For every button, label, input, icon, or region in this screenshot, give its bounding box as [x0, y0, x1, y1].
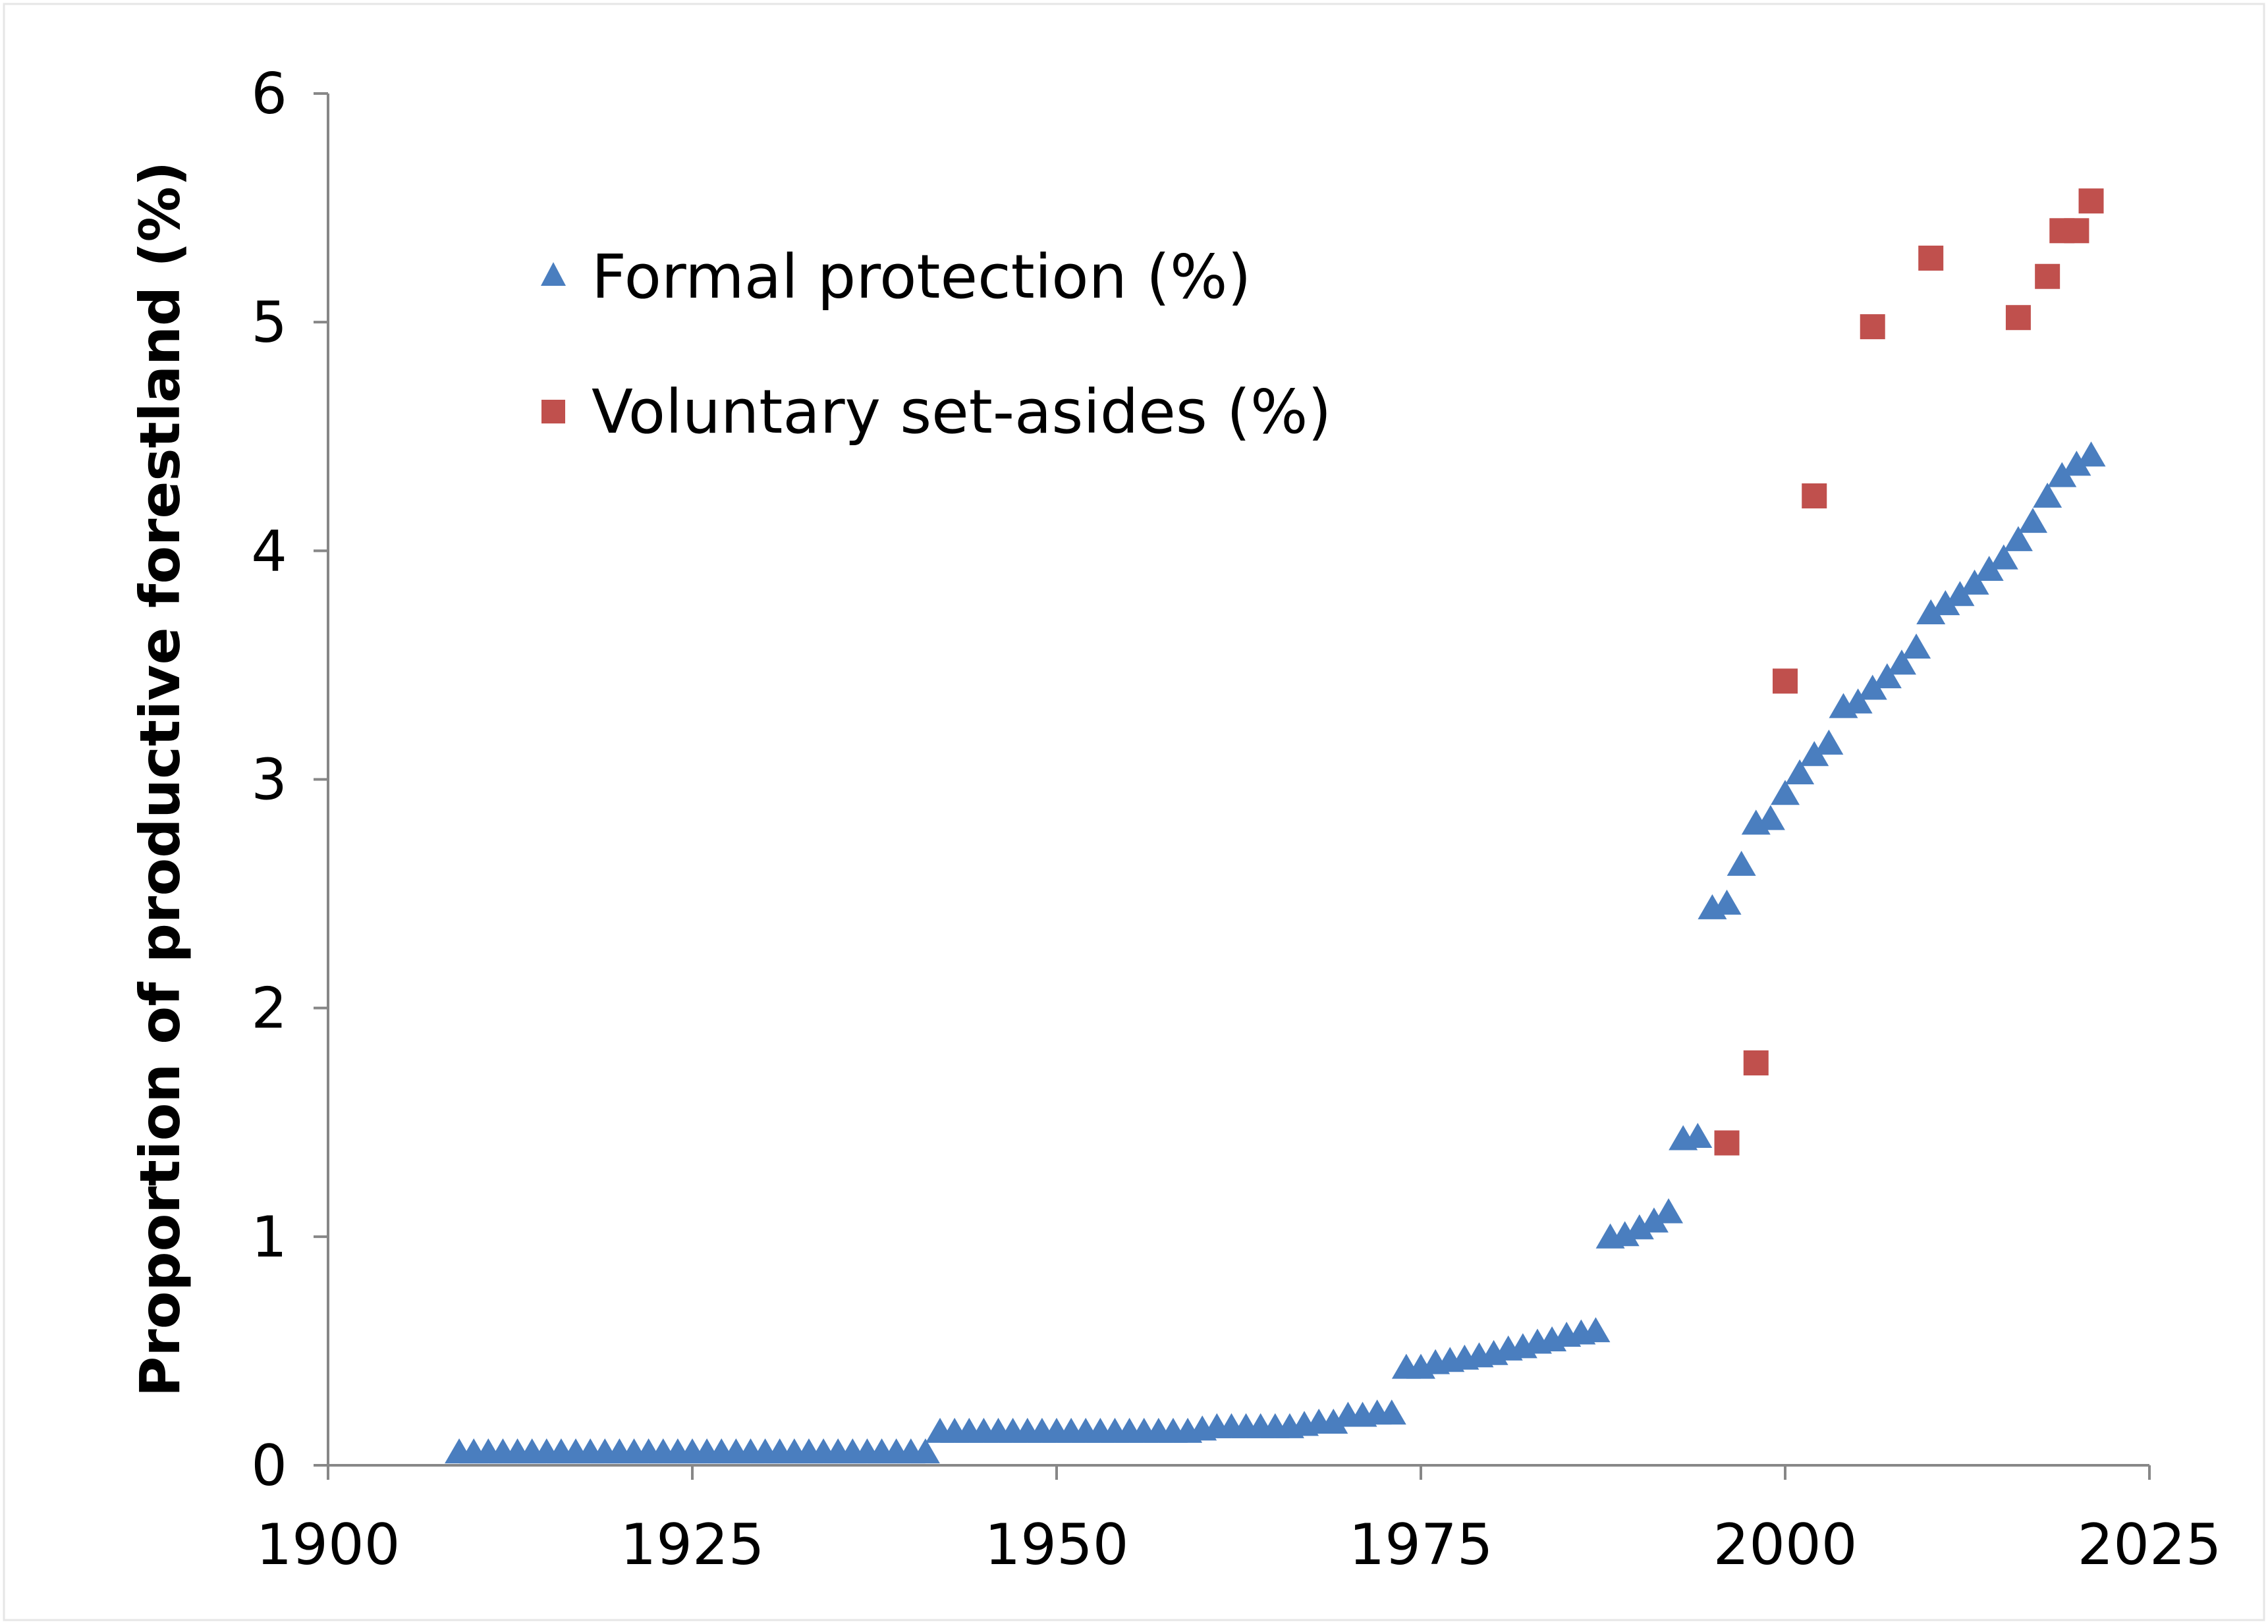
formal-protection-point — [1916, 599, 1946, 624]
y-axis-title: Proportion of productive forestland (%) — [128, 161, 192, 1397]
legend-item-voluntary-set-asides: Voluntary set-asides (%) — [541, 377, 1331, 447]
formal-protection-point — [1654, 1198, 1684, 1224]
legend-square-marker — [541, 400, 565, 423]
formal-protection-point — [2018, 508, 2048, 533]
formal-protection-point — [1727, 850, 1756, 876]
formal-protection-point — [2076, 441, 2106, 467]
formal-protection-point — [1989, 544, 2018, 570]
legend: Formal protection (%) Voluntary set-aside… — [541, 242, 1331, 447]
formal-protection-point — [1974, 556, 2004, 582]
voluntary-set-asides-point — [1918, 245, 1944, 271]
formal-protection-point — [1931, 590, 1960, 616]
y-tick-label: 2 — [251, 976, 287, 1042]
y-tick-label: 3 — [251, 747, 287, 813]
formal-protection-point — [910, 1438, 940, 1464]
voluntary-set-asides-point — [1773, 668, 1798, 694]
y-tick-label: 1 — [251, 1204, 287, 1270]
formal-protection-point — [2062, 450, 2091, 476]
x-tick-label: 2000 — [1713, 1512, 1858, 1578]
axes: 0 1 2 3 4 5 6 1900 1925 1950 1975 2000 2025 Proportio… — [128, 61, 2221, 1578]
formal-protection-point — [1712, 889, 1742, 915]
voluntary-set-asides-point — [1860, 314, 1885, 340]
x-tick-label: 1925 — [621, 1512, 765, 1578]
voluntary-set-asides-point — [2035, 263, 2061, 289]
formal-protection-point — [1581, 1317, 1611, 1343]
formal-protection-point — [1610, 1221, 1640, 1247]
y-tick-label: 4 — [251, 518, 287, 584]
formal-protection-point — [1902, 634, 1931, 659]
legend-triangle-marker — [541, 262, 566, 286]
formal-protection-point — [2033, 482, 2062, 508]
formal-protection-point — [1639, 1207, 1669, 1233]
formal-protection-point — [2047, 462, 2077, 487]
x-tick-label: 2025 — [2078, 1512, 2222, 1578]
formal-protection-point — [1960, 569, 1989, 595]
legend-label: Voluntary set-asides (%) — [592, 377, 1331, 447]
formal-protection-point — [1785, 759, 1815, 784]
formal-protection-point — [1771, 780, 1800, 805]
formal-protection-point — [1872, 663, 1902, 689]
formal-protection-point — [1843, 688, 1873, 714]
voluntary-set-asides-point — [2005, 305, 2031, 331]
voluntary-set-asides-point — [1743, 1050, 1769, 1075]
series-formal-protection — [445, 441, 2106, 1464]
formal-protection-point — [1377, 1399, 1406, 1425]
x-tick-label: 1975 — [1349, 1512, 1493, 1578]
formal-protection-point — [1624, 1214, 1654, 1239]
voluntary-set-asides-point — [2064, 218, 2089, 244]
series-voluntary-set-asides — [1714, 188, 2104, 1156]
series-layer — [445, 188, 2106, 1464]
legend-label: Formal protection (%) — [592, 242, 1251, 312]
y-tick-label: 0 — [251, 1433, 287, 1499]
formal-protection-point — [1858, 674, 1887, 700]
formal-protection-point — [1756, 805, 1785, 830]
x-tick-label: 1950 — [985, 1512, 1129, 1578]
formal-protection-point — [1683, 1122, 1713, 1148]
legend-item-formal-protection: Formal protection (%) — [541, 242, 1251, 312]
formal-protection-point — [1945, 581, 1975, 607]
x-tick-label: 1900 — [256, 1512, 401, 1578]
formal-protection-point — [1814, 729, 1844, 755]
voluntary-set-asides-point — [2078, 188, 2104, 214]
y-tick-label: 5 — [251, 290, 287, 356]
formal-protection-point — [2003, 526, 2033, 551]
formal-protection-point — [1800, 741, 1829, 767]
chart-border — [3, 3, 2265, 1621]
y-tick-label: 6 — [251, 61, 287, 127]
formal-protection-point — [1319, 1408, 1348, 1434]
voluntary-set-asides-point — [1802, 483, 1827, 509]
voluntary-set-asides-point — [1714, 1130, 1740, 1156]
formal-protection-point — [1887, 649, 1916, 675]
